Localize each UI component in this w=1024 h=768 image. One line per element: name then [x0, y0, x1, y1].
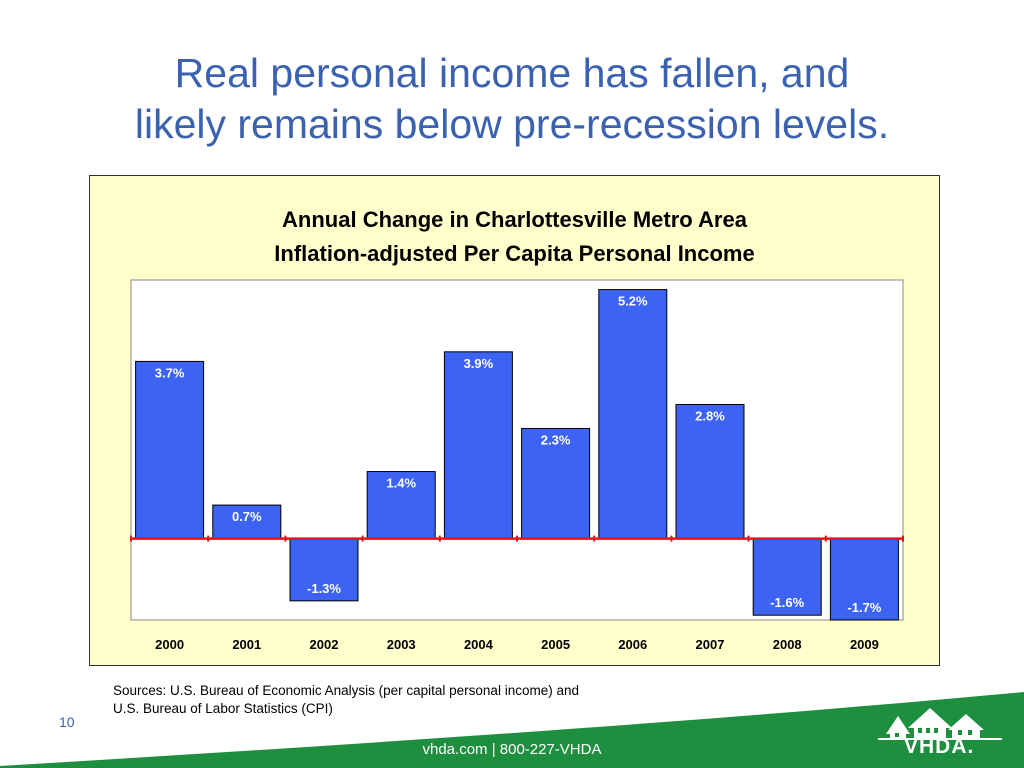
vhda-logo-text: VHDA. [904, 735, 975, 758]
sources-line-2: U.S. Bureau of Labor Statistics (CPI) [113, 701, 333, 716]
data-label-2008: -1.6% [770, 595, 804, 610]
chart-title-line-2: Inflation-adjusted Per Capita Personal I… [274, 241, 755, 266]
sources-note: Sources: U.S. Bureau of Economic Analysi… [113, 682, 579, 718]
chart-title-line-1: Annual Change in Charlottesville Metro A… [282, 207, 747, 232]
sources-line-1: Sources: U.S. Bureau of Economic Analysi… [113, 683, 579, 698]
bar-2004 [443, 351, 513, 540]
bar-2002 [289, 538, 359, 602]
chart-panel: Annual Change in Charlottesville Metro A… [89, 175, 940, 666]
data-label-2003: 1.4% [386, 476, 416, 491]
slide-title-line-2: likely remains below pre-recession level… [134, 101, 890, 147]
data-label-2004: 3.9% [464, 356, 494, 371]
data-label-2001: 0.7% [232, 509, 262, 524]
x-tick-label-2005: 2005 [541, 637, 570, 652]
footer-contact[interactable]: vhda.com | 800-227-VHDA [422, 741, 602, 758]
data-label-2000: 3.7% [155, 365, 185, 380]
data-label-2002: -1.3% [307, 581, 341, 596]
chart-title: Annual Change in Charlottesville Metro A… [90, 203, 939, 271]
bar-2003 [366, 471, 436, 540]
x-tick-label-2007: 2007 [696, 637, 725, 652]
bar-2008 [752, 538, 822, 616]
bar-2001 [212, 504, 282, 540]
data-label-2009: -1.7% [847, 600, 881, 615]
data-label-2006: 5.2% [618, 294, 648, 309]
vhda-logo-icon[interactable] [878, 694, 1002, 760]
x-tick-label-2006: 2006 [618, 637, 647, 652]
x-tick-label-2008: 2008 [773, 637, 802, 652]
x-tick-label-2000: 2000 [155, 637, 184, 652]
slide-title-line-1: Real personal income has fallen, and [174, 50, 850, 96]
x-tick-label-2004: 2004 [464, 637, 494, 652]
x-tick-label-2009: 2009 [850, 637, 879, 652]
data-label-2007: 2.8% [695, 409, 725, 424]
bar-2007 [675, 404, 745, 540]
bar-chart: 3.7% 2000 0.7% 2001 -1.3% 2002 1.4% 2003 3.9% 200… [130, 279, 904, 652]
x-tick-label-2001: 2001 [232, 637, 261, 652]
x-tick-label-2002: 2002 [310, 637, 339, 652]
bar-2000 [135, 360, 205, 540]
slide-title: Real personal income has fallen, and lik… [0, 48, 1024, 150]
data-label-2005: 2.3% [541, 432, 571, 447]
bar-2005 [521, 427, 591, 540]
bar-2006 [598, 289, 668, 540]
page-number: 10 [59, 714, 75, 730]
x-tick-label-2003: 2003 [387, 637, 416, 652]
